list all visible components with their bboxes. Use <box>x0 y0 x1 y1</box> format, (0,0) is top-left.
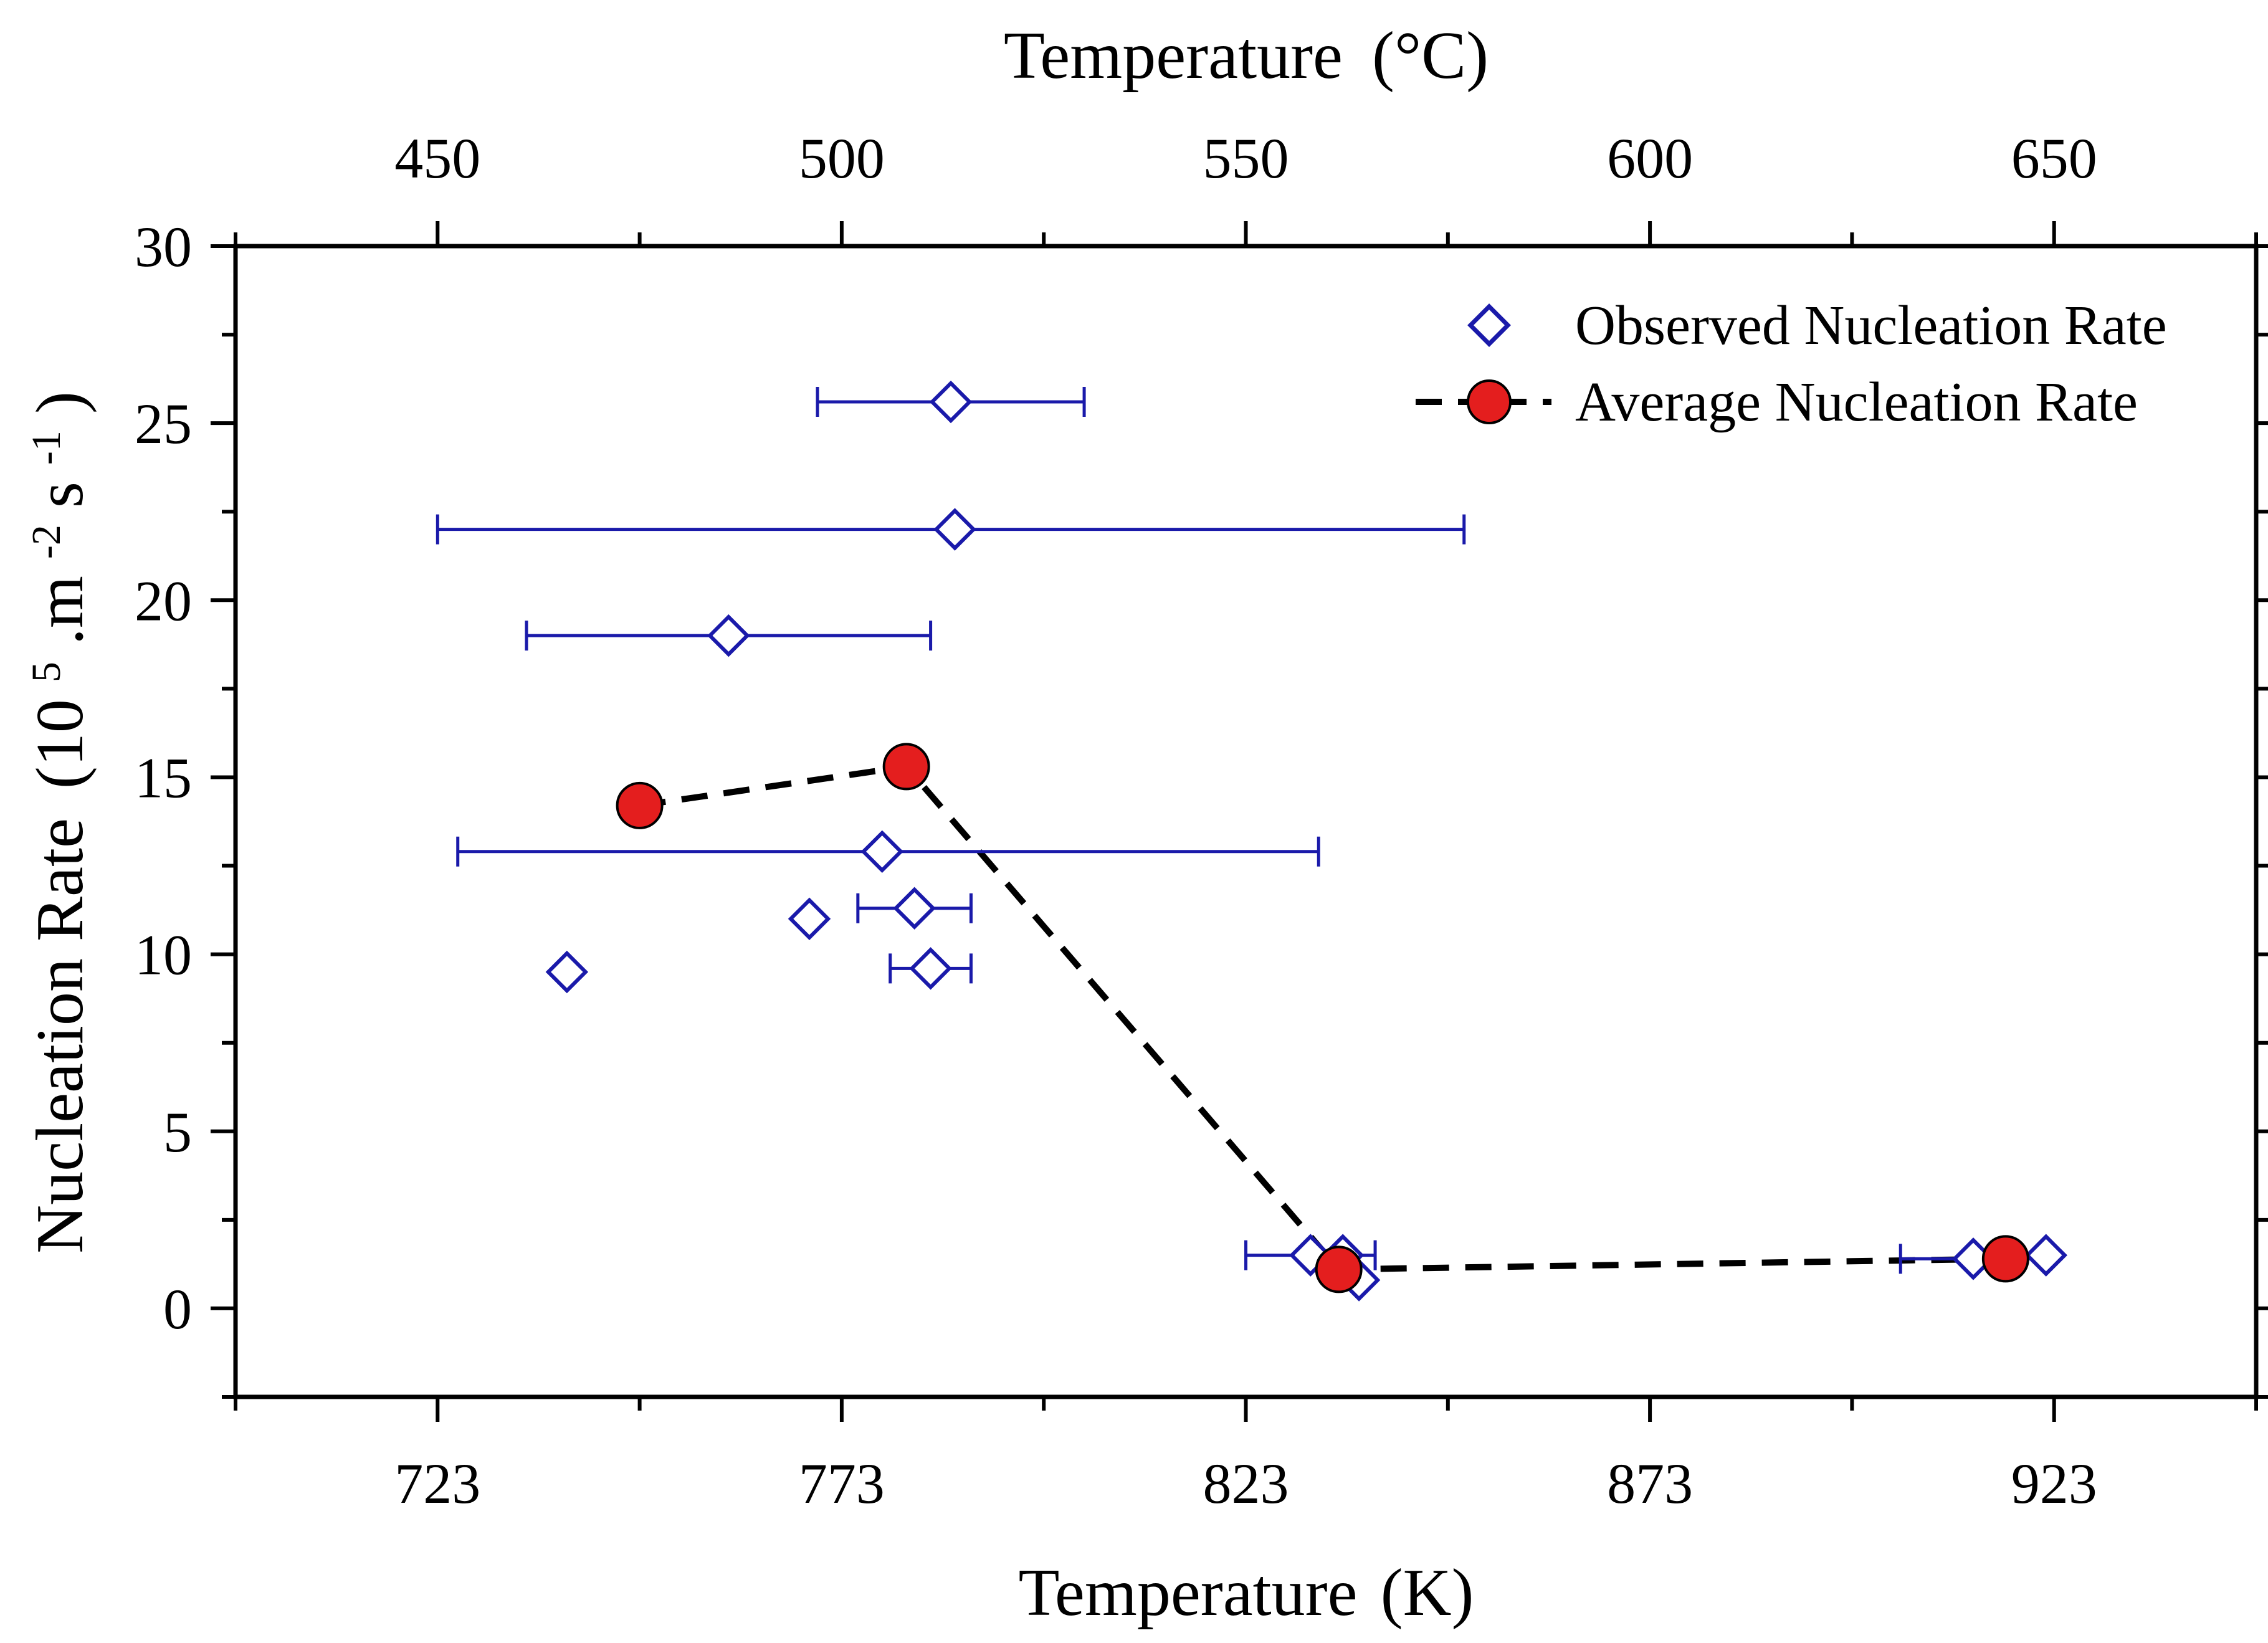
y-tick-label: 5 <box>163 1100 192 1164</box>
average-line <box>639 763 2006 1273</box>
x-top-tick-label: 500 <box>799 126 885 190</box>
top-x-axis-title-unit: (°C) <box>1372 19 1489 93</box>
y-axis-unit-s: s <box>23 482 97 508</box>
observed-point <box>707 614 750 657</box>
x-top-tick-label: 550 <box>1203 126 1289 190</box>
axis-ticks <box>211 221 2268 1422</box>
legend: Observed Nucleation Rate Average Nucleat… <box>1416 295 2167 433</box>
average-point <box>616 781 664 829</box>
legend-observed-marker <box>1467 303 1511 347</box>
x-bottom-tick-label: 873 <box>1607 1452 1693 1515</box>
x-bottom-tick-label: 773 <box>799 1452 885 1515</box>
y-axis-title: Nucleation Rate (10 5 .m -2 s -1 ) <box>23 391 97 1254</box>
y-tick-label: 0 <box>163 1277 192 1341</box>
y-tick-label: 10 <box>135 923 192 987</box>
y-axis-title-label: Nucleation Rate <box>23 818 97 1254</box>
x-bottom-tick-label: 923 <box>2011 1452 2097 1515</box>
legend-observed-label: Observed Nucleation Rate <box>1575 295 2167 356</box>
y-axis-unit-close: ) <box>23 391 97 414</box>
y-axis-unit-exp1: 5 <box>24 662 69 682</box>
observed-point <box>788 897 831 941</box>
average-series-line <box>639 763 2006 1273</box>
average-point <box>1315 1245 1363 1293</box>
observed-point <box>860 830 904 874</box>
observed-point <box>933 508 976 551</box>
y-tick-label: 30 <box>135 215 192 279</box>
bottom-x-axis-title: Temperature (K) <box>1018 1556 1474 1630</box>
average-points <box>616 743 2029 1293</box>
tick-labels: 723 773 823 873 923 450 500 550 600 650 0 5 10 15 20 25… <box>135 126 2097 1515</box>
observed-points <box>545 380 2067 1302</box>
legend-average-marker <box>1467 379 1512 424</box>
y-axis-unit-exp2: -2 <box>24 525 69 559</box>
legend-average-label: Average Nucleation Rate <box>1575 371 2138 433</box>
y-axis-unit-prefix: (10 <box>23 699 97 789</box>
observed-point <box>545 950 589 994</box>
error-bars <box>436 387 2048 1274</box>
top-x-axis-title: Temperature (°C) <box>1004 19 1489 93</box>
bottom-x-axis-title-unit: (K) <box>1381 1556 1474 1630</box>
top-x-axis-title-label: Temperature <box>1004 19 1343 93</box>
observed-point <box>893 887 936 930</box>
y-tick-label: 20 <box>135 569 192 632</box>
average-point <box>1981 1235 2029 1283</box>
x-bottom-tick-label: 823 <box>1203 1452 1289 1515</box>
y-tick-label: 25 <box>135 392 192 455</box>
y-tick-label: 15 <box>135 746 192 809</box>
x-top-tick-label: 600 <box>1607 126 1693 190</box>
x-top-tick-label: 450 <box>394 126 480 190</box>
x-bottom-tick-label: 723 <box>394 1452 480 1515</box>
x-top-tick-label: 650 <box>2011 126 2097 190</box>
observed-point <box>909 947 952 990</box>
y-axis-unit-exp3: -1 <box>24 431 69 465</box>
observed-point <box>929 380 973 424</box>
observed-point <box>2024 1234 2067 1277</box>
observed-point <box>1289 1234 1332 1277</box>
y-axis-unit-mid: .m <box>23 576 97 645</box>
average-point <box>882 743 930 791</box>
bottom-x-axis-title-label: Temperature <box>1018 1556 1357 1630</box>
